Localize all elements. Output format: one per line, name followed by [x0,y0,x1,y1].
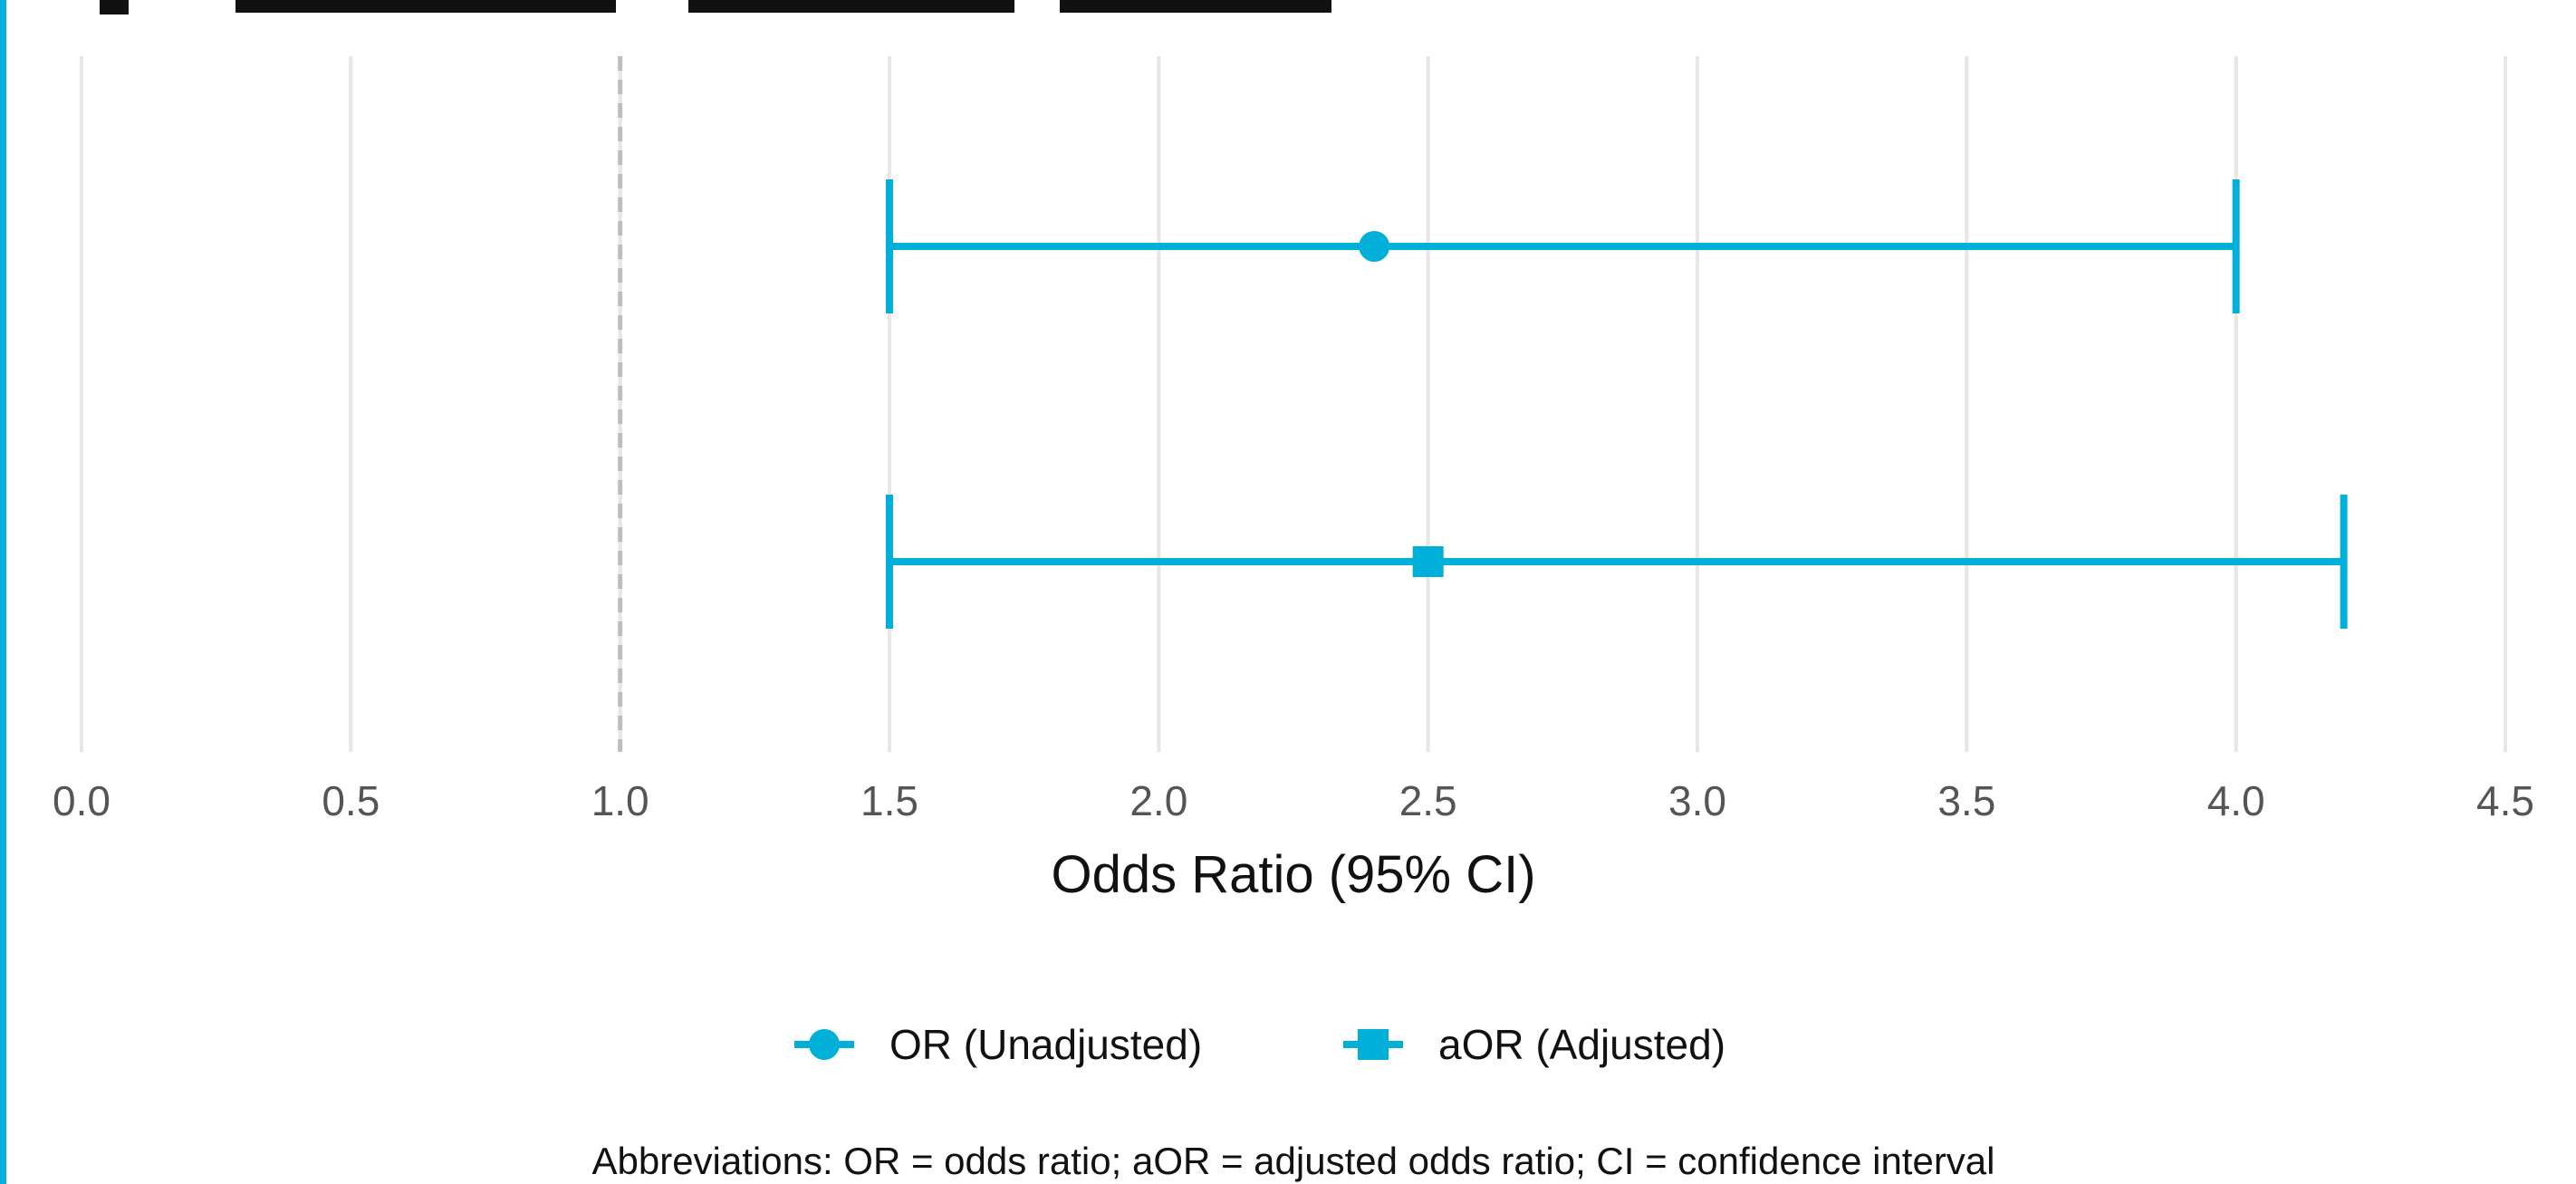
grid-lines [80,56,2507,752]
x-tick-label: 0.5 [322,777,380,824]
left-accent-bar [0,0,6,1184]
x-tick-label: 1.5 [860,777,918,824]
series-group [886,179,2348,629]
title-fragment-2 [235,0,616,13]
abbreviations-caption: Abbreviations: OR = odds ratio; aOR = ad… [591,1140,1994,1182]
legend-key-square [1358,1029,1389,1060]
legend-item-aor-adjusted: aOR (Adjusted) [1343,1021,1725,1068]
title-fragment-4 [1060,0,1331,13]
point-estimate-circle [1359,231,1390,262]
legend-item-or-unadjusted: OR (Unadjusted) [794,1021,1202,1068]
x-tick-label: 2.5 [1399,777,1457,824]
series-row-or-unadjusted [886,179,2240,313]
title-fragment-3 [688,0,1014,13]
x-tick-label: 3.5 [1937,777,1995,824]
x-tick-label: 3.0 [1668,777,1726,824]
legend: OR (Unadjusted) aOR (Adjusted) [794,1021,1725,1068]
x-tick-labels: 0.0 0.5 1.0 1.5 2.0 2.5 3.0 3.5 4.0 4.5 [53,777,2534,824]
legend-label: OR (Unadjusted) [889,1021,1202,1068]
legend-key-circle [809,1029,840,1060]
x-tick-label: 1.0 [591,777,649,824]
point-estimate-square [1412,546,1444,577]
cropped-title-fragments [100,0,1331,14]
x-tick-label: 4.5 [2476,777,2534,824]
x-tick-label: 4.0 [2207,777,2265,824]
x-tick-label: 2.0 [1129,777,1187,824]
title-fragment-1 [100,0,129,14]
x-tick-label: 0.0 [53,777,111,824]
legend-label: aOR (Adjusted) [1438,1021,1725,1068]
series-row-aor-adjusted [886,495,2348,629]
x-axis-title: Odds Ratio (95% CI) [1051,845,1535,904]
